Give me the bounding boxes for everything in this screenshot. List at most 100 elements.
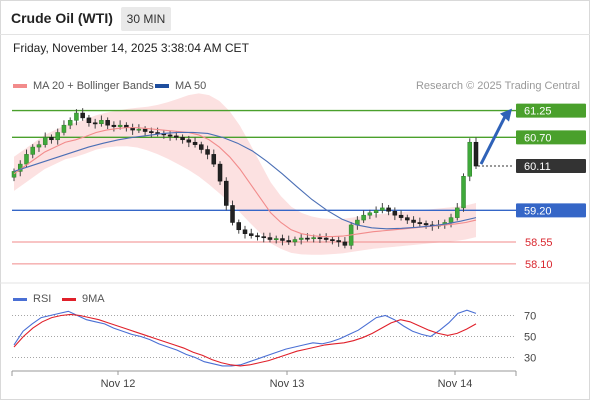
candle-body: [298, 237, 304, 240]
ma20-swatch-icon: [13, 84, 27, 88]
x-tick-label: Nov 12: [101, 378, 136, 390]
candle-body: [373, 210, 379, 214]
candle-body: [174, 135, 179, 138]
candle-body: [42, 137, 48, 145]
candle-body: [336, 240, 341, 243]
projection-arrow-head-icon: [500, 108, 512, 122]
candle-body: [380, 207, 385, 211]
candle-body: [361, 214, 366, 221]
legend-ma50-label: MA 50: [175, 80, 207, 92]
level-label: 58.10: [525, 259, 553, 271]
candle-body: [99, 120, 104, 124]
candle-body: [461, 176, 466, 209]
legend-rsi-label: RSI: [33, 293, 52, 305]
candle-body: [405, 217, 410, 221]
level-badge-60-70: [516, 130, 586, 145]
ma20-line: [13, 127, 477, 238]
candle-body: [455, 207, 460, 218]
legend-ma50: MA 50: [155, 80, 206, 92]
candle-body: [323, 237, 329, 240]
header-divider: [0, 34, 590, 35]
candle-body: [49, 137, 54, 141]
candle-body: [248, 233, 254, 236]
candle-body: [74, 112, 79, 121]
candle-body: [86, 117, 92, 124]
level-badge-60-11: [516, 159, 586, 174]
candle-body: [280, 238, 285, 241]
candle-body: [311, 237, 316, 240]
rsi-line: [13, 309, 477, 367]
candle-body: [211, 154, 217, 165]
level-badge-59-20: [516, 203, 586, 218]
candle-body: [255, 235, 260, 238]
candle-body: [111, 124, 117, 127]
level-label: 60.11: [524, 161, 551, 173]
candle-body: [417, 222, 423, 224]
candle-body: [473, 141, 479, 167]
candle-body: [242, 229, 248, 234]
level-label: 59.20: [524, 205, 552, 217]
candle-body: [411, 219, 416, 223]
candle-body: [217, 163, 223, 182]
candle-body: [149, 131, 154, 133]
candle-body: [80, 112, 85, 119]
level-label: 58.55: [525, 237, 553, 249]
candle-body: [167, 134, 173, 137]
legend-rsi: RSI: [13, 293, 51, 305]
candle-body: [392, 211, 398, 216]
rsi-tick-label: 50: [524, 332, 536, 344]
candle-body: [261, 236, 266, 239]
instrument-title: Crude Oil (WTI): [11, 10, 113, 26]
candle-body: [230, 205, 235, 223]
candle-body: [117, 124, 123, 127]
level-label: 60.70: [524, 132, 552, 144]
candles: [11, 108, 479, 250]
candle-body: [367, 212, 373, 216]
candle-body: [330, 239, 335, 241]
ma50-line: [13, 131, 477, 230]
candle-body: [224, 180, 229, 206]
ma50-swatch-icon: [155, 84, 169, 88]
candle-body: [273, 238, 279, 240]
candle-body: [236, 222, 242, 231]
candle-body: [386, 207, 391, 212]
candle-body: [142, 128, 148, 132]
candle-body: [292, 239, 298, 243]
rsi-tick-label: 70: [524, 311, 536, 323]
rsi-swatch-icon: [13, 297, 27, 301]
candle-body: [67, 120, 73, 126]
candle-body: [305, 237, 310, 240]
research-credit: Research © 2025 Trading Central: [415, 80, 580, 92]
candle-body: [267, 237, 273, 240]
legend-ma20-label: MA 20 + Bollinger Bands: [33, 80, 154, 92]
projection-arrow-shaft: [479, 113, 508, 165]
x-tick-label: Nov 14: [438, 378, 473, 390]
candle-body: [24, 154, 29, 165]
legend-ma20: MA 20 + Bollinger Bands: [13, 80, 154, 92]
rsi-9ma-line: [13, 313, 477, 367]
x-tick-label: Nov 13: [270, 378, 305, 390]
candle-body: [192, 141, 198, 145]
candle-body: [199, 144, 204, 150]
candle-body: [36, 144, 42, 148]
candle-body: [92, 122, 98, 125]
candle-body: [186, 139, 192, 143]
level-badge-61-25: [516, 103, 586, 118]
candle-body: [467, 141, 473, 177]
bollinger-band: [14, 93, 476, 255]
candle-body: [423, 223, 429, 226]
candle-body: [205, 149, 210, 155]
legend-9ma: 9MA: [62, 293, 105, 305]
candle-body: [55, 132, 60, 141]
level-label: 61.25: [524, 106, 552, 118]
timeframe-badge[interactable]: 30 MIN: [121, 7, 171, 31]
candle-body: [30, 146, 35, 155]
rsi-pane: 70 50 30: [12, 309, 536, 367]
candle-body: [317, 237, 323, 240]
candle-body: [105, 120, 110, 126]
timestamp: Friday, November 14, 2025 3:38:04 AM CET: [13, 41, 249, 55]
candle-body: [136, 128, 142, 131]
ma9-swatch-icon: [62, 297, 76, 301]
